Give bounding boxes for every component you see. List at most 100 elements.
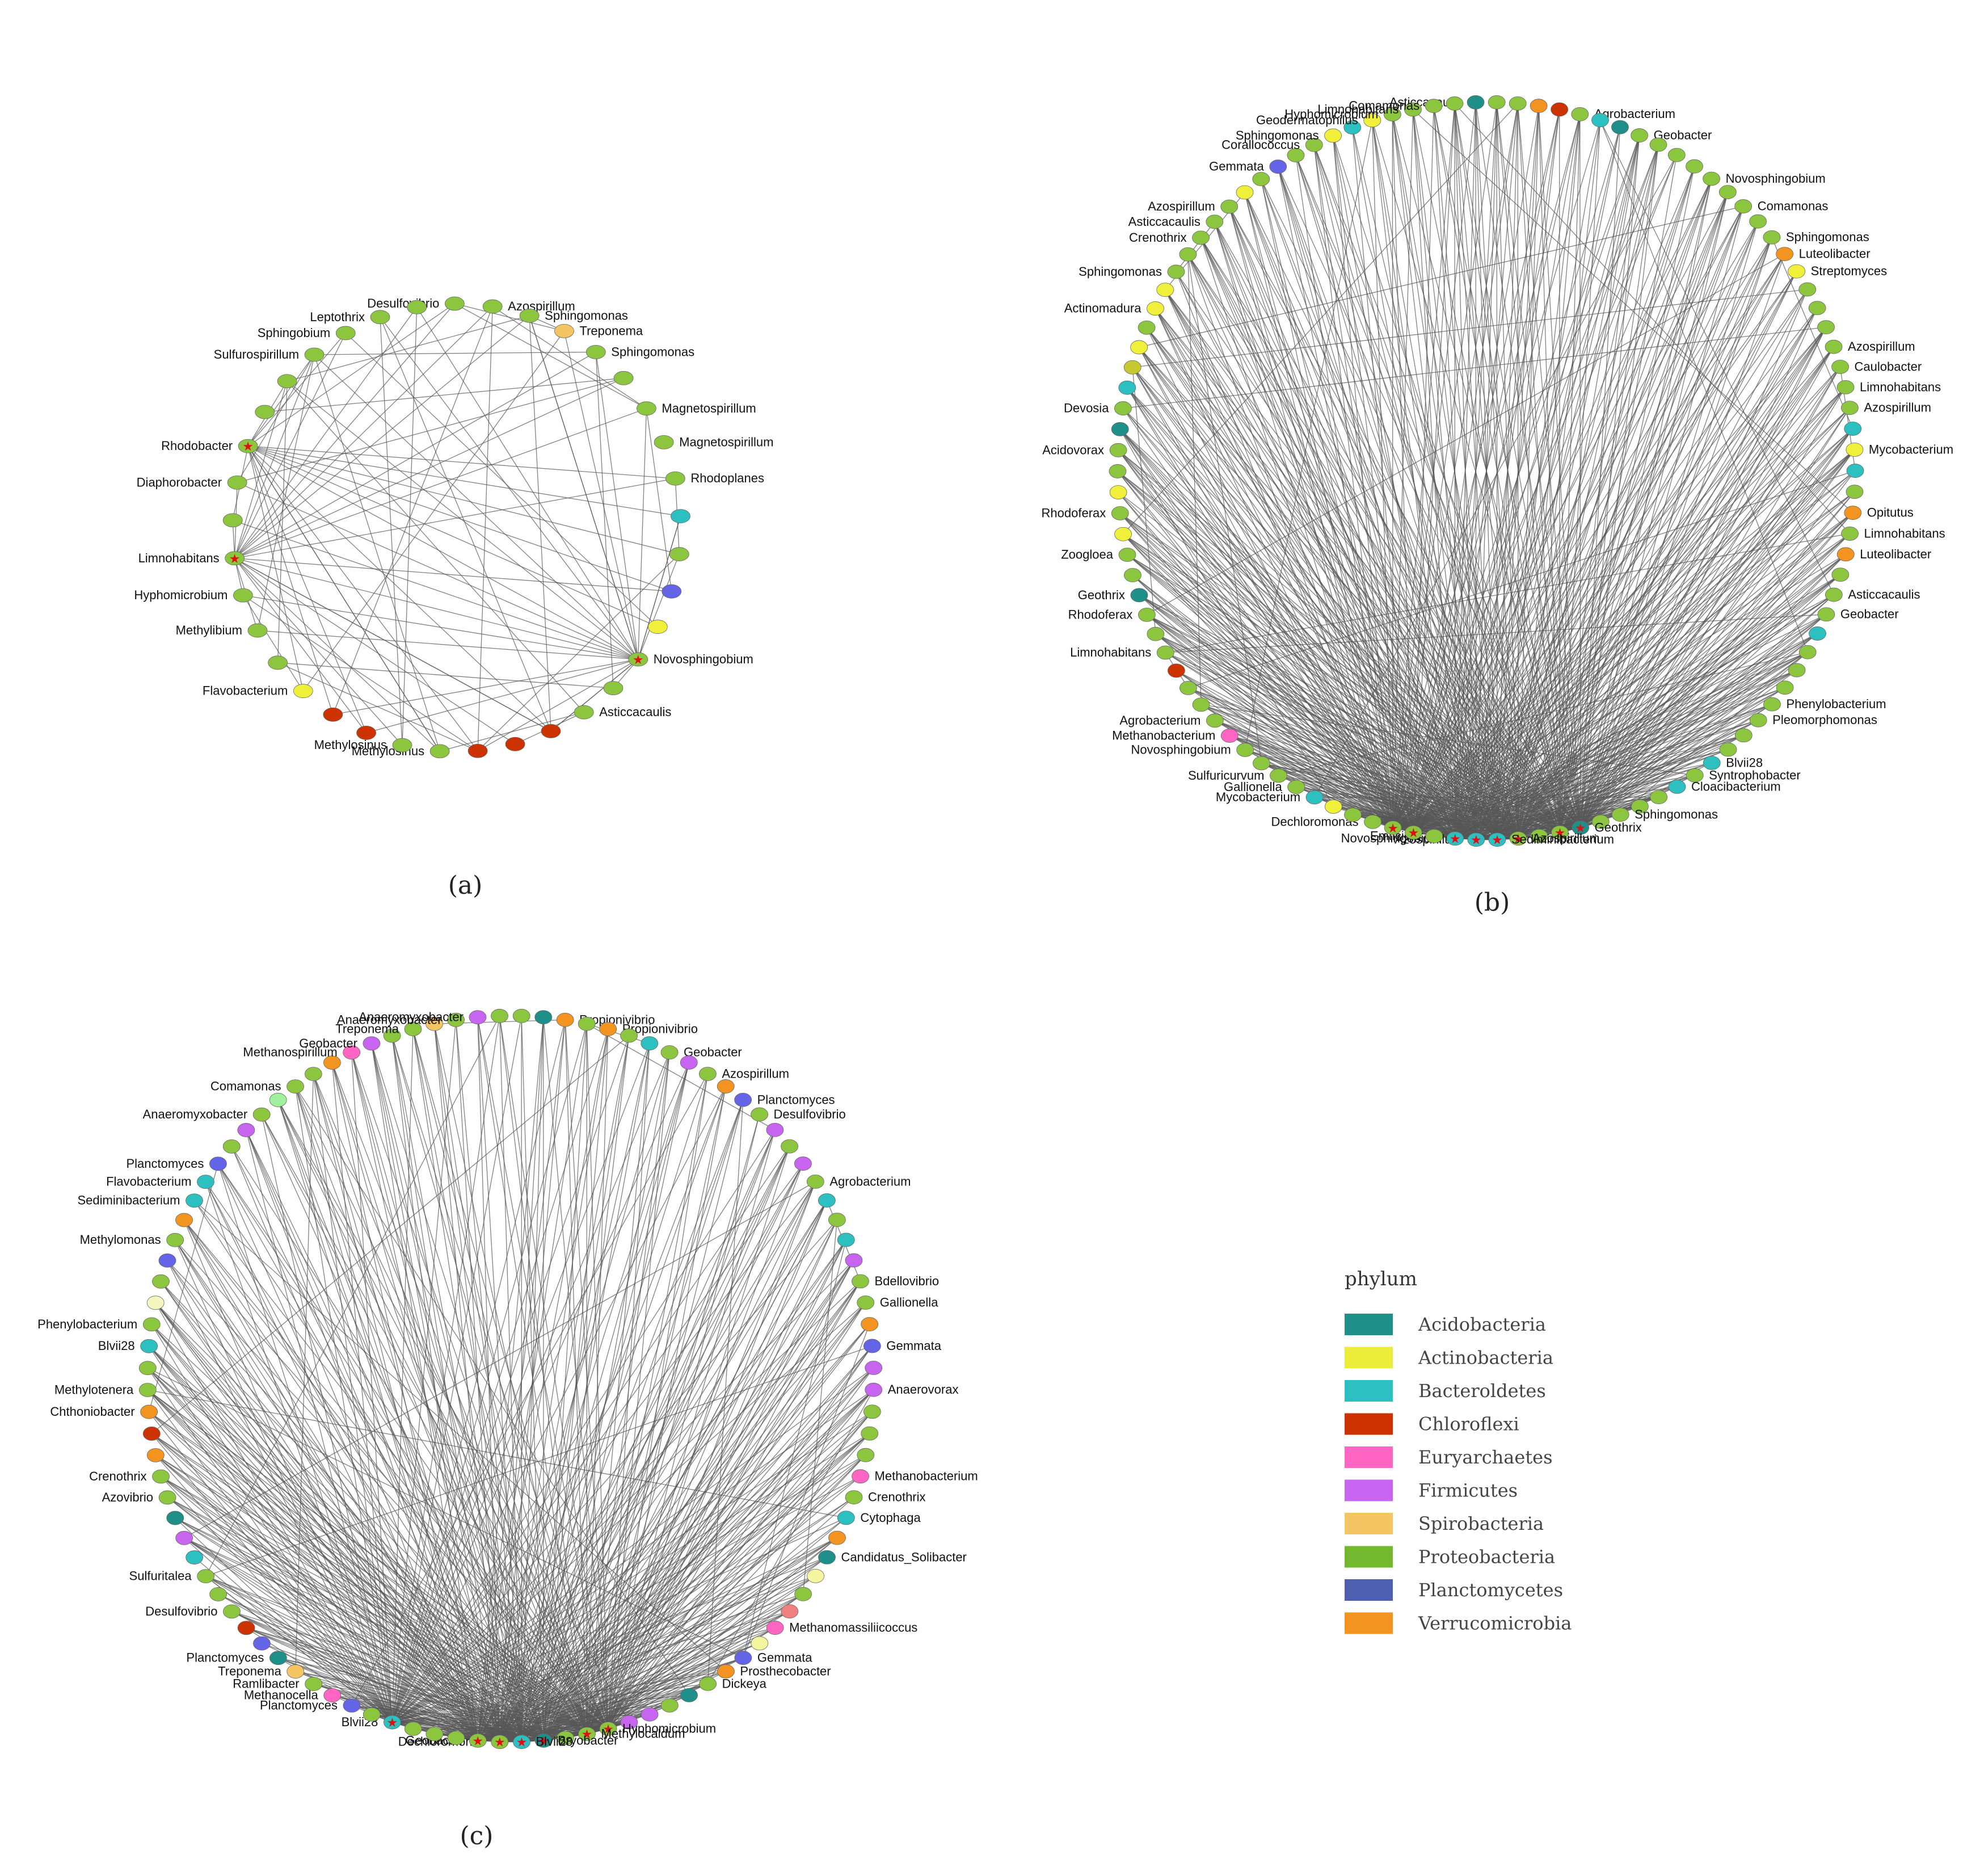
taxon-node-marker [1425, 99, 1443, 113]
taxon-node-marker [1114, 527, 1132, 541]
network-edge [1176, 670, 1393, 828]
taxon-node-marker [1825, 587, 1843, 602]
legend-item: Actinobacteria [1345, 1347, 1553, 1369]
network-edge [314, 351, 596, 355]
network-edge [1229, 206, 1561, 833]
taxon-node [1798, 645, 1817, 659]
legend-swatch [1345, 1612, 1393, 1634]
taxon-node-marker [807, 1568, 824, 1583]
taxon-node [641, 1707, 659, 1722]
taxon-node-marker [304, 347, 325, 362]
network-edge [247, 445, 680, 555]
network-edge [521, 1324, 870, 1743]
taxon-node-marker [1817, 320, 1835, 334]
taxon-label: Methanospirillum [243, 1045, 337, 1059]
network-edge [295, 1086, 690, 1696]
taxon-node-marker [556, 1012, 574, 1027]
taxon-node [1817, 320, 1835, 334]
taxon-node: Comamonas [210, 1079, 304, 1094]
taxon-node-marker [1825, 339, 1843, 354]
network-edge [1559, 428, 1854, 833]
taxon-node-marker [175, 1213, 193, 1227]
taxon-node-marker [863, 1404, 881, 1419]
taxon-node-marker [1763, 697, 1781, 712]
taxon-node [426, 1016, 443, 1031]
taxon-node: Desulfovibrio [751, 1107, 846, 1122]
taxon-node: Mycobacterium [1846, 442, 1953, 457]
taxon-node [857, 1448, 875, 1462]
taxon-label: Cytophaga [860, 1511, 921, 1525]
taxon-node [166, 1511, 184, 1525]
network-edge [242, 595, 304, 692]
taxon-node: Gemmata [863, 1339, 942, 1353]
network-edge [1559, 237, 1772, 833]
taxon-node-marker [1509, 96, 1527, 111]
taxon-node-marker [363, 1707, 381, 1722]
taxon-node [407, 300, 427, 314]
network-edge [1497, 144, 1659, 840]
legend-item: Proteobacteria [1345, 1546, 1555, 1568]
taxon-node: Limnohabitans [1836, 380, 1941, 394]
taxon-node: Methanospirillum [243, 1045, 361, 1060]
taxon-node: Desulfovibrio [145, 1604, 241, 1619]
taxon-node-marker [1167, 264, 1185, 279]
taxon-node: Limnohabitans [1841, 526, 1945, 541]
taxon-node [1719, 742, 1737, 757]
network-edge [149, 1411, 393, 1723]
network-edge [478, 1683, 708, 1742]
network-edge [175, 1239, 393, 1723]
network-edge [1229, 206, 1393, 828]
network-edge [1476, 192, 1728, 840]
network-edge [167, 1260, 478, 1741]
taxon-label: Asticcacaulis [1128, 214, 1200, 229]
taxon-label: Crenothrix [89, 1469, 146, 1483]
hub-star-icon: ★ [1387, 822, 1398, 836]
hub-star-icon: ★ [242, 440, 254, 454]
network-edge [521, 1281, 861, 1743]
taxon-label: Gallionella [1224, 780, 1282, 794]
taxon-node-marker [1611, 120, 1629, 134]
network-edge [1559, 178, 1712, 833]
network-edge [234, 303, 455, 559]
network-edge [287, 315, 530, 382]
network-edge [391, 1367, 874, 1723]
network-edge [1392, 192, 1728, 828]
taxon-node-marker [1788, 663, 1806, 678]
network-edge [151, 1324, 393, 1723]
network-edge [155, 1455, 393, 1723]
taxon-node [1631, 799, 1649, 814]
taxon-node: Geothrix [1078, 588, 1148, 603]
taxon-node-marker [287, 1664, 305, 1679]
network-edge [477, 659, 639, 751]
network-edge [529, 316, 639, 660]
network-edge [392, 1517, 846, 1723]
network-b-nodes: Asticcacaulis Agrobacterium Geobacter Novos… [1042, 95, 1954, 847]
network-edge [246, 1130, 393, 1723]
network-edge [499, 1062, 689, 1742]
network-edge [543, 1100, 744, 1741]
taxon-node: Zoogloea [1061, 548, 1136, 562]
taxon-node [363, 1707, 381, 1722]
taxon-node-marker [1841, 527, 1859, 541]
network-edge [499, 1705, 670, 1743]
network-edge [205, 1181, 393, 1723]
taxon-node-marker [233, 588, 253, 603]
taxon-node-marker [227, 475, 247, 490]
network-edge [586, 1200, 827, 1734]
network-edge [1497, 206, 1744, 840]
network-edge [477, 1052, 670, 1741]
network-edge [1155, 308, 1393, 828]
taxon-node [237, 1621, 255, 1635]
legend-swatch [1345, 1546, 1393, 1568]
network-edge [499, 1260, 854, 1743]
taxon-label: Flavobacterium [106, 1175, 191, 1189]
network-edge [391, 1029, 414, 1723]
taxon-node-marker [152, 1274, 170, 1289]
taxon-node [1667, 148, 1686, 162]
network-edge [1392, 114, 1393, 828]
taxon-node-marker [1734, 728, 1753, 743]
network-edge [234, 558, 551, 731]
network-edge [586, 1163, 804, 1734]
legend-item: Planctomycetes [1345, 1579, 1563, 1601]
taxon-label: Rhodoplanes [690, 471, 764, 485]
